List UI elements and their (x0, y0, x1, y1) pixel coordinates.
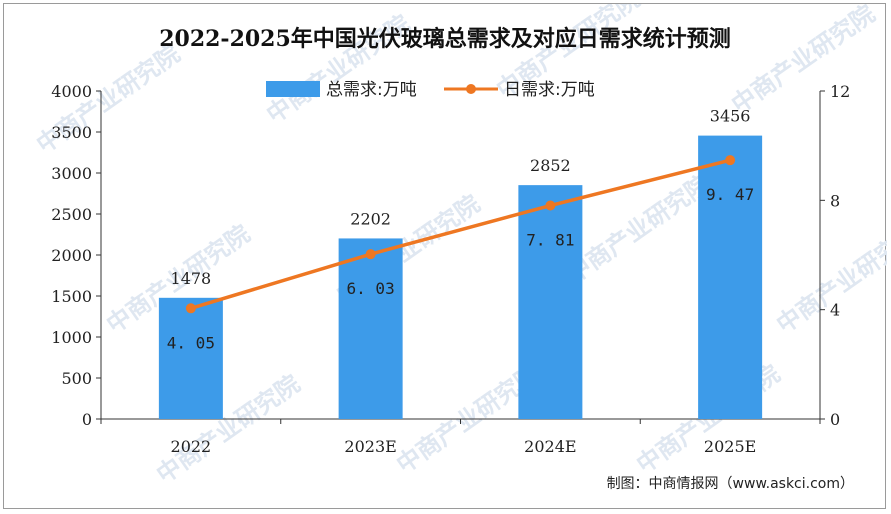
y-left-tick-label: 3500 (51, 123, 92, 142)
y-left-tick-label: 2500 (51, 205, 92, 224)
y-left-tick-label: 0 (82, 410, 92, 429)
y-left-tick-label: 4000 (51, 82, 92, 101)
y-right-tick-label: 12 (830, 82, 850, 101)
legend-label-bar: 总需求:万吨 (326, 80, 417, 100)
line-point (545, 200, 556, 211)
line-value-label: 7. 81 (526, 231, 574, 250)
legend-label-line: 日需求:万吨 (504, 80, 595, 100)
data-labels: 1478 2202 2852 3456 4. 05 6. 03 7. 81 9. 47 (167, 107, 754, 353)
legend-swatch-marker (466, 84, 476, 94)
source-credit: 制图：中商情报网（www.askci.com） (607, 476, 854, 492)
y-left-tick-label: 1500 (51, 287, 92, 306)
line-value-label: 6. 03 (347, 279, 395, 298)
x-tick-label: 2023E (344, 437, 396, 456)
line-point (185, 303, 196, 314)
bar-series (158, 135, 763, 419)
x-tick-label: 2025E (704, 437, 756, 456)
bar (698, 135, 763, 419)
bar-value-label: 2202 (350, 209, 391, 228)
y-right-tick-label: 8 (830, 191, 840, 210)
bar-value-label: 2852 (530, 156, 571, 175)
bar-value-label: 1478 (171, 269, 212, 288)
watermark-text: 中商产业研究院 (561, 170, 715, 289)
bar (518, 185, 583, 419)
x-tick-label: 2024E (524, 437, 576, 456)
watermark-text: 中商产业研究院 (771, 220, 887, 339)
chart-frame: 中商产业研究院 中商产业研究院 中商产业研究院 中商产业研究院 中商产业研究院 中商产业研… (3, 3, 887, 509)
y-left-tick-label: 2000 (51, 246, 92, 265)
y-left-tick-label: 1000 (51, 328, 92, 347)
line-point (725, 155, 736, 166)
bar-value-label: 3456 (710, 107, 751, 126)
legend: 总需求:万吨 日需求:万吨 (266, 80, 595, 100)
chart-title: 2022-2025年中国光伏玻璃总需求及对应日需求统计预测 (159, 26, 731, 52)
y-right-tick-label: 0 (830, 410, 840, 429)
line-value-label: 4. 05 (167, 333, 215, 352)
bar (158, 297, 223, 419)
series-line (190, 158, 731, 310)
line-value-label: 9. 47 (706, 185, 754, 204)
y-left-tick-label: 500 (61, 369, 92, 388)
y-left-tick-label: 3000 (51, 164, 92, 183)
y-right-tick-label: 4 (830, 301, 840, 320)
axes: 0 500 1000 1500 2000 2500 3000 3500 4000 0 4 8 12 202… (51, 82, 850, 456)
watermark-text: 中商产业研究院 (726, 4, 880, 119)
bar (338, 238, 403, 419)
legend-swatch-bar (266, 81, 320, 97)
x-tick-label: 2022 (171, 437, 212, 456)
line-point (365, 249, 376, 260)
line-series (185, 155, 736, 314)
